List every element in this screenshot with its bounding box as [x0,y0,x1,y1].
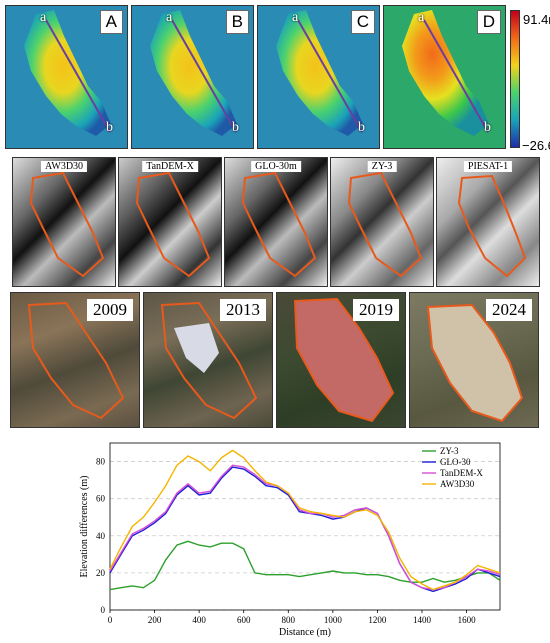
panel-tag: D [476,10,501,34]
satellite-panel: 2009 [10,292,140,428]
y-tick-label: 40 [96,531,106,541]
hillshade-panel: TanDEM-X [118,157,222,287]
x-tick-label: 1400 [413,615,432,625]
year-label: 2009 [87,299,133,321]
x-tick-label: 800 [282,615,296,625]
y-tick-label: 80 [96,457,106,467]
year-label: 2013 [220,299,266,321]
plot-frame [109,442,501,611]
point-label-b: b [106,120,113,135]
series-line-aw3d30 [109,449,501,591]
x-tick-label: 1600 [458,615,477,625]
x-tick-label: 1000 [324,615,343,625]
colorbar-min-label: −26.6m [522,138,550,153]
hillshade-panel: AW3D30 [12,157,116,287]
dem-row: A a b B a b C a b [0,0,550,153]
year-label: 2024 [486,299,532,321]
point-label-a: a [40,10,47,25]
panel-tag: B [225,10,249,34]
year-label: 2019 [353,299,399,321]
point-label-b: b [484,120,491,135]
point-label-b: b [232,120,239,135]
y-tick-label: 60 [96,494,106,504]
dem-panel-c: C a b [257,5,380,149]
hillshade-label: TanDEM-X [142,161,198,172]
hillshade-panel: ZY-3 [330,157,434,287]
hillshade-label: AW3D30 [40,161,88,172]
satellite-panel: 2013 [143,292,273,428]
y-tick-label: 0 [101,605,106,615]
legend-label: TanDEM-X [440,468,483,478]
panel-tag: A [99,10,123,34]
x-tick-label: 400 [192,615,206,625]
hillshade-label: PIESAT-1 [463,161,513,172]
hillshade-panel: GLO-30m [224,157,328,287]
y-axis-label: Elevation differences (m) [79,476,90,578]
hillshade-label: ZY-3 [367,161,397,172]
legend-label: AW3D30 [440,479,475,489]
satellite-row: 2009 2013 2019 2024 [0,290,550,430]
elevation-chart: 0 20 40 60 80 0 200 400 600 800 1000 1200 1400 1600 Di… [78,435,508,638]
dem-map-b [132,6,253,148]
point-label-a: a [418,10,425,25]
hillshade-panel: PIESAT-1 [436,157,540,287]
hillshade-row: AW3D30 TanDEM-X GLO-30m ZY-3 PIESAT-1 [0,155,550,290]
dem-panel-d: D a b [383,5,506,149]
x-tick-label: 200 [148,615,162,625]
hillshade-label: GLO-30m [251,161,301,172]
x-tick-label: 0 [108,615,113,625]
colorbar [510,10,520,148]
colorbar-max-label: 91.4m [523,12,550,27]
series-line-zy-3 [109,540,501,591]
dem-panel-a: A a b [5,5,128,149]
x-axis-label: Distance (m) [279,627,331,638]
satellite-panel: 2019 [276,292,406,428]
point-label-b: b [358,120,365,135]
x-tick-label: 1200 [368,615,387,625]
point-label-a: a [292,10,299,25]
panel-tag: C [350,10,375,34]
y-tick-label: 20 [96,568,106,578]
dem-map-d [384,6,505,148]
satellite-panel: 2024 [409,292,539,428]
legend-label: ZY-3 [440,446,459,456]
series-line-glo-30 [109,466,501,593]
dem-panel-b: B a b [131,5,254,149]
legend-label: GLO-30 [440,457,471,467]
x-tick-label: 600 [237,615,251,625]
point-label-a: a [166,10,173,25]
